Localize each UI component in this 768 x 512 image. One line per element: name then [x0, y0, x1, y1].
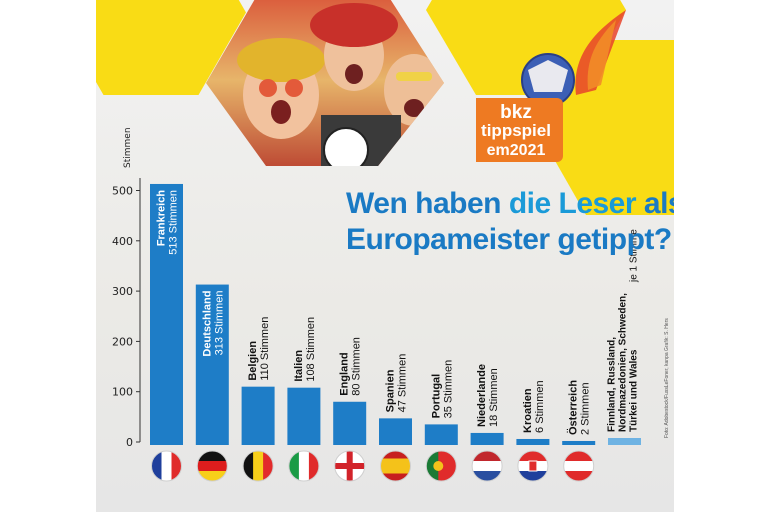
flag-ring — [563, 450, 595, 482]
infographic-card: bkz tippspiel em2021 Stimmen 0 100 200 300 40… — [96, 0, 674, 512]
bar-germany — [195, 284, 229, 442]
bkz-tippspiel-logo: bkz tippspiel em2021 — [476, 10, 626, 162]
croatia-flag-icon — [517, 451, 548, 481]
flag-ring — [517, 450, 549, 482]
bar-category-label: Spanien — [385, 369, 397, 412]
title-part3: als Europameister getippt? — [346, 187, 674, 256]
bar-value-label: 47 Stimmen — [397, 354, 409, 413]
bar-category-label: Portugal — [430, 374, 442, 419]
chart-title: Wen haben die Leser als Europameister ge… — [346, 186, 674, 258]
bar-label-group: Kroatien 6 Stimmen — [522, 380, 546, 433]
bar-base — [241, 442, 275, 445]
bar-value-label: 35 Stimmen — [442, 360, 454, 419]
bar-base — [470, 442, 504, 445]
bar-label-group: Finnland, Russland, Nordmazedonien, Schwe… — [607, 229, 640, 432]
bar-netherlands — [470, 432, 504, 442]
france-flag-icon — [151, 451, 182, 481]
bar-category-label: Frankreich — [156, 190, 168, 247]
logo-line3: em2021 — [487, 142, 546, 159]
bar-label-group: Deutschland 313 Stimmen — [201, 291, 225, 357]
y-tick-label: 0 — [126, 436, 133, 449]
flag-ring — [151, 450, 182, 482]
bar-base — [195, 442, 229, 445]
bar-category-label: Österreich — [567, 380, 580, 435]
bar-value-label: 6 Stimmen — [534, 380, 546, 433]
bar-value-label: 313 Stimmen — [213, 291, 225, 356]
bar-france — [150, 183, 183, 442]
bar-italy — [287, 387, 321, 442]
bar-value-label: 2 Stimmen — [580, 382, 592, 435]
bar-base — [150, 442, 183, 445]
bar-label-group: Portugal 35 Stimmen — [430, 360, 454, 419]
bar-chart: Stimmen 0 100 200 300 400 500 Frankreich 513 Sti… — [112, 127, 641, 482]
bar-category-label: Niederlande — [476, 364, 488, 427]
belgium-flag-icon — [243, 451, 274, 481]
bar-value-label: 513 Stimmen — [168, 190, 180, 255]
y-tick-label: 100 — [112, 386, 133, 399]
bar-belgium — [241, 386, 275, 442]
bar-category-label: Belgien — [247, 341, 259, 381]
italy-flag-icon — [288, 451, 319, 481]
bar-value-label: 18 Stimmen — [488, 368, 500, 427]
flag-ring — [334, 450, 366, 482]
title-part1: Wen haben — [346, 187, 509, 220]
bar-base — [516, 442, 550, 445]
bar-base — [287, 442, 321, 445]
y-tick-label: 400 — [112, 235, 133, 248]
bar-label-group: Niederlande 18 Stimmen — [476, 364, 500, 427]
netherlands-flag-icon — [472, 451, 503, 481]
fans-photo — [206, 0, 444, 166]
bar-value-label: 80 Stimmen — [351, 337, 363, 396]
bar-value-label: je 1 Stimme — [629, 229, 640, 283]
logo-line2: tippspiel — [481, 121, 551, 140]
bar-label-group: Österreich 2 Stimmen — [567, 380, 592, 435]
austria-flag-icon — [563, 451, 594, 481]
bar-base — [608, 442, 641, 445]
bar-category-label: Deutschland — [201, 291, 213, 357]
flag-ring — [425, 450, 457, 482]
y-axis-label: Stimmen — [123, 127, 133, 168]
bar-england — [333, 401, 367, 442]
bar-label-group: England 80 Stimmen — [339, 337, 363, 396]
spain-flag-icon — [380, 451, 411, 481]
bar-spain — [379, 418, 412, 442]
y-tick-label: 500 — [112, 185, 133, 198]
bar-base — [333, 442, 367, 445]
portugal-flag-icon — [426, 451, 457, 481]
bar-category-label: Türkei und Wales — [629, 349, 640, 432]
bar-base — [562, 442, 596, 445]
bar-base — [379, 442, 412, 445]
bar-category-label: Italien — [293, 350, 305, 382]
bar-croatia — [516, 438, 550, 442]
bar-category-label: Nordmazedonien, Schweden, — [618, 293, 629, 432]
y-tick-label: 300 — [112, 285, 133, 298]
bar-value-label: 108 Stimmen — [305, 317, 317, 382]
england-flag-icon — [334, 451, 365, 481]
bar-label-group: Frankreich 513 Stimmen — [156, 190, 180, 255]
bar-label-group: Italien 108 Stimmen — [293, 317, 317, 382]
bar-category-label: England — [339, 352, 351, 395]
bar-label-group: Spanien 47 Stimmen — [385, 354, 409, 413]
bar-austria — [562, 440, 596, 442]
bar-base — [424, 442, 458, 445]
logo-line1: bkz — [500, 102, 532, 123]
y-tick-label: 200 — [112, 335, 133, 348]
germany-flag-icon — [197, 451, 228, 481]
flag-ring — [196, 450, 228, 482]
bar-category-label: Kroatien — [522, 388, 534, 433]
flag-ring — [242, 450, 274, 482]
flag-ring — [380, 450, 411, 482]
bar-value-label: 110 Stimmen — [259, 317, 271, 381]
flag-ring — [471, 450, 503, 482]
bar-others — [608, 438, 641, 442]
photo-credit: Foto: Adobestock/FussLeFoner, kanpa Graf… — [664, 318, 670, 438]
title-highlight: die Leser — [508, 187, 637, 220]
bar-label-group: Belgien 110 Stimmen — [247, 317, 271, 381]
bar-portugal — [424, 424, 458, 442]
bar-category-label: Finnland, Russland, — [607, 337, 618, 432]
flag-ring — [288, 450, 320, 482]
